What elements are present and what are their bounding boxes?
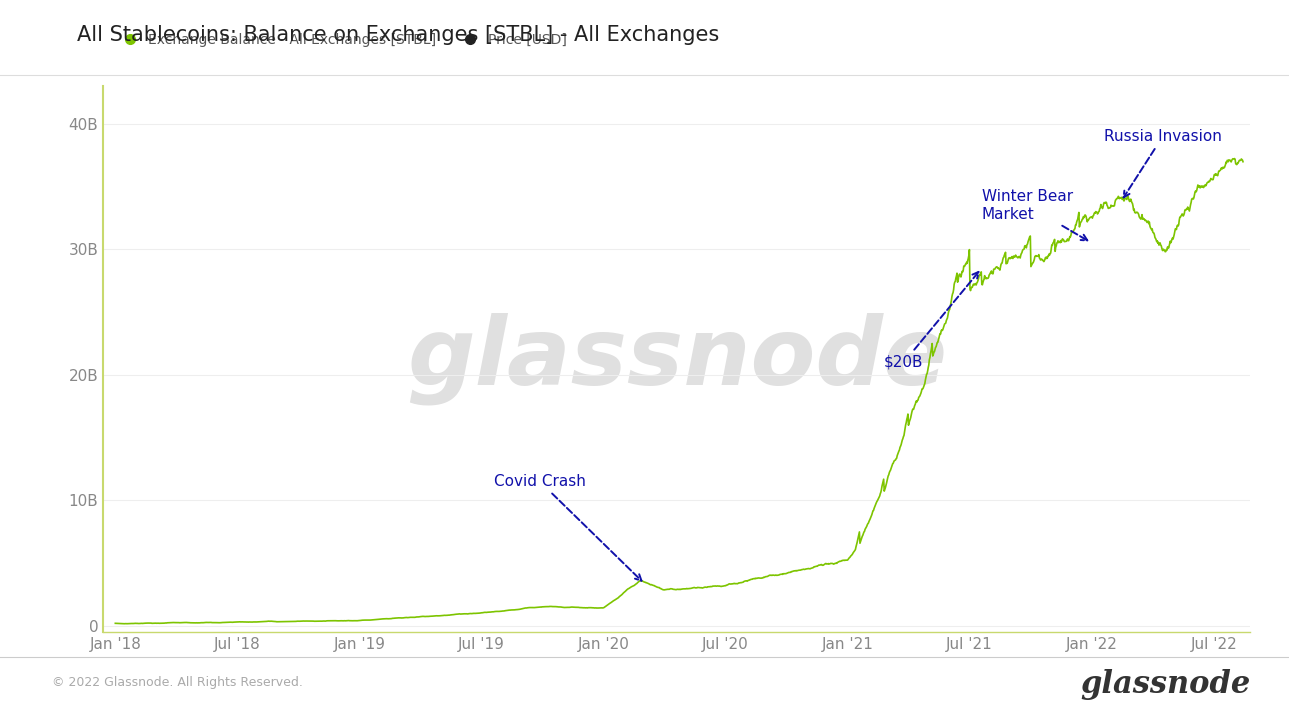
Text: Covid Crash: Covid Crash [494,474,642,581]
Text: glassnode: glassnode [1080,669,1250,700]
Text: © 2022 Glassnode. All Rights Reserved.: © 2022 Glassnode. All Rights Reserved. [52,676,303,689]
Legend: Exchange Balance - All Exchanges [STBL], Price [USD]: Exchange Balance - All Exchanges [STBL],… [110,27,572,52]
Text: glassnode: glassnode [406,313,947,405]
Text: Winter Bear
Market: Winter Bear Market [982,189,1088,241]
Text: All Stablecoins: Balance on Exchanges [STBL] - All Exchanges: All Stablecoins: Balance on Exchanges [S… [77,25,719,45]
Text: Russia Invasion: Russia Invasion [1103,129,1222,197]
Text: $20B: $20B [884,272,978,370]
